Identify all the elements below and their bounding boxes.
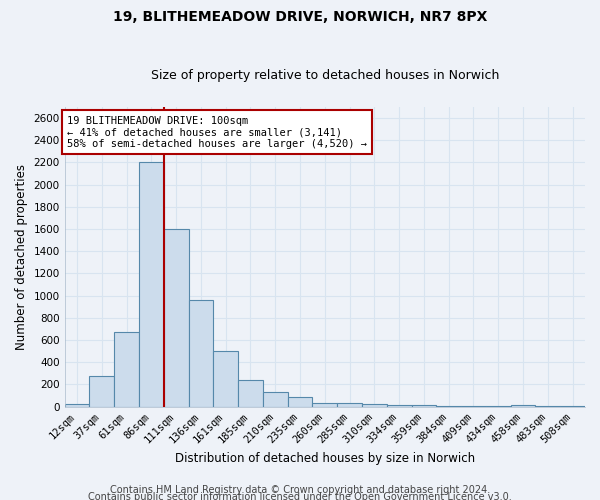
- Bar: [387, 405, 412, 406]
- Bar: [337, 402, 362, 406]
- Bar: [287, 396, 313, 406]
- Y-axis label: Number of detached properties: Number of detached properties: [15, 164, 28, 350]
- Text: Contains public sector information licensed under the Open Government Licence v3: Contains public sector information licen…: [88, 492, 512, 500]
- Bar: [164, 229, 188, 406]
- Bar: [89, 376, 114, 406]
- Bar: [188, 300, 214, 406]
- Text: 19, BLITHEMEADOW DRIVE, NORWICH, NR7 8PX: 19, BLITHEMEADOW DRIVE, NORWICH, NR7 8PX: [113, 10, 487, 24]
- Bar: [114, 332, 139, 406]
- Bar: [263, 392, 287, 406]
- Bar: [362, 404, 387, 406]
- Bar: [139, 162, 164, 406]
- Bar: [65, 404, 89, 406]
- Text: Contains HM Land Registry data © Crown copyright and database right 2024.: Contains HM Land Registry data © Crown c…: [110, 485, 490, 495]
- Text: 19 BLITHEMEADOW DRIVE: 100sqm
← 41% of detached houses are smaller (3,141)
58% o: 19 BLITHEMEADOW DRIVE: 100sqm ← 41% of d…: [67, 116, 367, 149]
- Title: Size of property relative to detached houses in Norwich: Size of property relative to detached ho…: [151, 69, 499, 82]
- Bar: [313, 402, 337, 406]
- Bar: [214, 351, 238, 406]
- Bar: [238, 380, 263, 406]
- X-axis label: Distribution of detached houses by size in Norwich: Distribution of detached houses by size …: [175, 452, 475, 465]
